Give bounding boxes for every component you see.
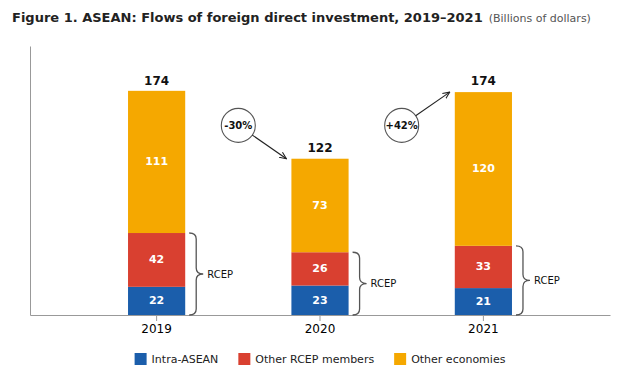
y-axis-line [30,47,31,316]
x-tick-label: 2020 [305,322,336,336]
bracket-label: RCEP [371,278,397,289]
x-tick: 2021 [468,315,499,336]
bracket [353,252,367,315]
plot: 2019 2020 2021 22 23 21 42 26 33 111 73 120 174 122 17… [31,47,611,336]
bar [291,252,348,285]
title: Figure 1. ASEAN: Flows of foreign direct… [12,10,483,25]
subtitle: (Billions of dollars) [489,12,591,25]
y-axis [30,47,31,316]
x-tick-label: 2021 [468,322,499,336]
bar [128,233,185,287]
data-label: 42 [149,253,164,266]
x-axis: 2019 2020 2021 [31,315,611,336]
bracket-label: RCEP [534,275,560,286]
legend-item: Intra-ASEAN [135,353,219,366]
data-label: 23 [312,294,327,307]
change-label: -30% [224,120,252,131]
bar [291,286,348,315]
total-label: 174 [144,74,169,88]
change-circle [221,108,255,142]
bracket [189,233,203,315]
data-label: 33 [476,260,491,273]
legend-item: Other RCEP members [238,353,374,366]
bars [128,91,512,315]
x-tick-label: 2019 [141,322,172,336]
legend-item: Other economies [394,353,506,366]
bracket-label: RCEP [207,269,233,280]
data-label: 22 [149,294,164,307]
legend-label: Other RCEP members [255,353,374,366]
legend-swatch [394,353,406,365]
data-label: 120 [472,162,495,175]
bar [455,288,512,315]
x-tick: 2019 [141,315,172,336]
change-arrow [416,92,450,116]
bar [128,287,185,315]
annotations: 22 23 21 42 26 33 111 73 120 174 122 174 RCEP RCEP RCE… [144,74,560,315]
legend: Intra-ASEAN Other RCEP members Other econo… [135,353,506,366]
bar [128,91,185,233]
total-label: 174 [471,74,496,88]
chart-container: Figure 1. ASEAN: Flows of foreign direct… [0,0,640,377]
data-label: 73 [312,199,327,212]
change-arrow [252,135,286,159]
x-tick-mark [320,315,321,321]
change-label: +42% [386,120,418,131]
bar [455,246,512,288]
change-circle [385,108,419,142]
x-tick: 2020 [305,315,336,336]
legend-swatch [238,353,250,365]
data-label: 26 [312,262,328,275]
legend-label: Other economies [411,353,506,366]
x-tick-mark [483,315,484,321]
chart-svg: Figure 1. ASEAN: Flows of foreign direct… [0,0,640,377]
legend-swatch [135,353,147,365]
x-tick-mark [156,315,157,321]
data-label: 111 [145,155,168,168]
bracket [516,246,530,315]
legend-label: Intra-ASEAN [152,353,219,366]
total-label: 122 [307,141,332,155]
bar [291,159,348,253]
bar [455,92,512,246]
data-label: 21 [476,295,491,308]
